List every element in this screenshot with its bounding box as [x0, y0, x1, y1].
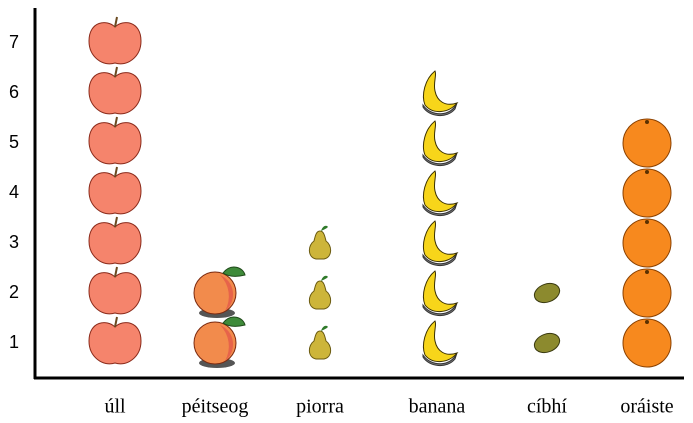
pictogram [422, 170, 459, 216]
orange-body [622, 318, 672, 368]
pictogram [308, 325, 332, 360]
peach-blush [220, 275, 234, 311]
peach-leaf [222, 266, 246, 277]
apple-stem [114, 216, 118, 228]
apple-body [88, 222, 142, 265]
pictogram [622, 318, 672, 368]
banana-shadow [422, 302, 458, 316]
banana-body [422, 120, 459, 162]
banana-shadow [422, 102, 458, 116]
pictogram [422, 70, 459, 116]
banana-body [422, 320, 459, 362]
banana-shadow [422, 252, 458, 266]
apple-stem [114, 66, 118, 78]
y-tick-label: 2 [9, 282, 19, 302]
pictogram [622, 118, 672, 168]
y-tick-label: 4 [9, 182, 19, 202]
apple-stem [114, 316, 118, 328]
banana-shadow [422, 352, 458, 366]
x-tick-label: úll [104, 396, 126, 418]
pictogram [422, 120, 459, 166]
banana-shadow [422, 202, 458, 216]
peach-body [193, 321, 237, 365]
banana-body [422, 170, 459, 212]
apple-stem [114, 16, 118, 28]
pictogram [88, 266, 142, 315]
pictogram [422, 220, 459, 266]
pear-leaf [321, 325, 328, 331]
apple-stem [114, 266, 118, 278]
peach-leaf [222, 316, 246, 327]
pictogram [88, 16, 142, 65]
y-tick-label: 5 [9, 132, 19, 152]
orange-navel [645, 220, 649, 224]
x-tick-label: oráiste [620, 396, 673, 418]
apple-body [88, 122, 142, 165]
pictogram [622, 168, 672, 218]
banana-body [422, 270, 459, 312]
orange-navel [645, 170, 649, 174]
apple-body [88, 172, 142, 215]
pictogram [533, 332, 561, 354]
orange-body [622, 218, 672, 268]
y-tick-label: 3 [9, 232, 19, 252]
pictogram [422, 320, 459, 366]
y-tick-label: 6 [9, 82, 19, 102]
orange-navel [645, 270, 649, 274]
kiwi-body [533, 282, 561, 304]
apple-stem [114, 116, 118, 128]
orange-body [622, 268, 672, 318]
orange-body [622, 118, 672, 168]
x-tick-label: banana [409, 396, 466, 418]
pear-leaf [321, 275, 328, 281]
pictogram [308, 225, 332, 260]
pictogram [88, 166, 142, 215]
pictogram [88, 66, 142, 115]
orange-body [622, 168, 672, 218]
pictogram [422, 270, 459, 316]
banana-body [422, 70, 459, 112]
pictogram [533, 282, 561, 304]
y-tick-label: 1 [9, 332, 19, 352]
pear-body [308, 330, 332, 360]
banana-body [422, 220, 459, 262]
pear-body [308, 280, 332, 310]
apple-body [88, 72, 142, 115]
pictogram [88, 216, 142, 265]
pear-leaf [321, 225, 328, 231]
pictogram [88, 316, 142, 365]
orange-navel [645, 120, 649, 124]
peach-body [193, 271, 237, 315]
pear-body [308, 230, 332, 260]
apple-body [88, 322, 142, 365]
pictogram [308, 275, 332, 310]
x-tick-label: péitseog [182, 396, 249, 418]
pictogram [88, 116, 142, 165]
x-tick-label: piorra [296, 396, 344, 418]
pictogram [622, 218, 672, 268]
pictogram [193, 316, 246, 368]
y-tick-label: 7 [9, 32, 19, 52]
x-tick-label: cíbhí [527, 396, 567, 418]
kiwi-body [533, 332, 561, 354]
banana-shadow [422, 152, 458, 166]
orange-navel [645, 320, 649, 324]
peach-blush [220, 325, 234, 361]
pictogram [622, 268, 672, 318]
apple-stem [114, 166, 118, 178]
apple-body [88, 22, 142, 65]
pictogram [193, 266, 246, 318]
apple-body [88, 272, 142, 315]
